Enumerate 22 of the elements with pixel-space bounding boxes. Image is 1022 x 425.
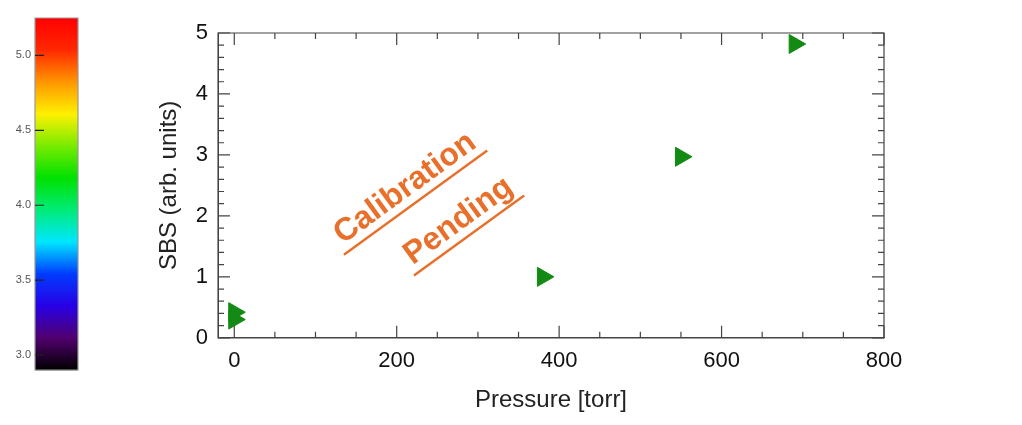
- point: [674, 146, 693, 167]
- color-bar-label: 3.0: [15, 348, 31, 361]
- x-tick-label: 200: [378, 347, 416, 373]
- x-tick-label: 400: [540, 347, 578, 373]
- x-axis-title: Pressure [torr]: [474, 385, 628, 413]
- color-bar-label: 4.5: [15, 123, 31, 136]
- x-tick-label: 0: [228, 347, 241, 373]
- x-tick-label: 800: [865, 347, 903, 373]
- y-tick-label: 4: [195, 80, 209, 106]
- point: [788, 33, 807, 54]
- y-axis-title: SBS (arb. units): [154, 100, 182, 271]
- point: [536, 266, 555, 287]
- y-tick-label: 3: [195, 140, 209, 166]
- y-tick-label: 2: [195, 201, 209, 227]
- x-tick-label: 600: [703, 347, 740, 373]
- y-tick-label: 0: [195, 323, 209, 349]
- y-tick-label: 1: [195, 262, 209, 288]
- y-tick-label: 5: [195, 19, 209, 45]
- color-bar-label: 5.0: [15, 48, 31, 61]
- color-bar-label: 3.5: [15, 273, 31, 286]
- point: [228, 302, 246, 323]
- color-bar-label: 4.0: [15, 198, 31, 211]
